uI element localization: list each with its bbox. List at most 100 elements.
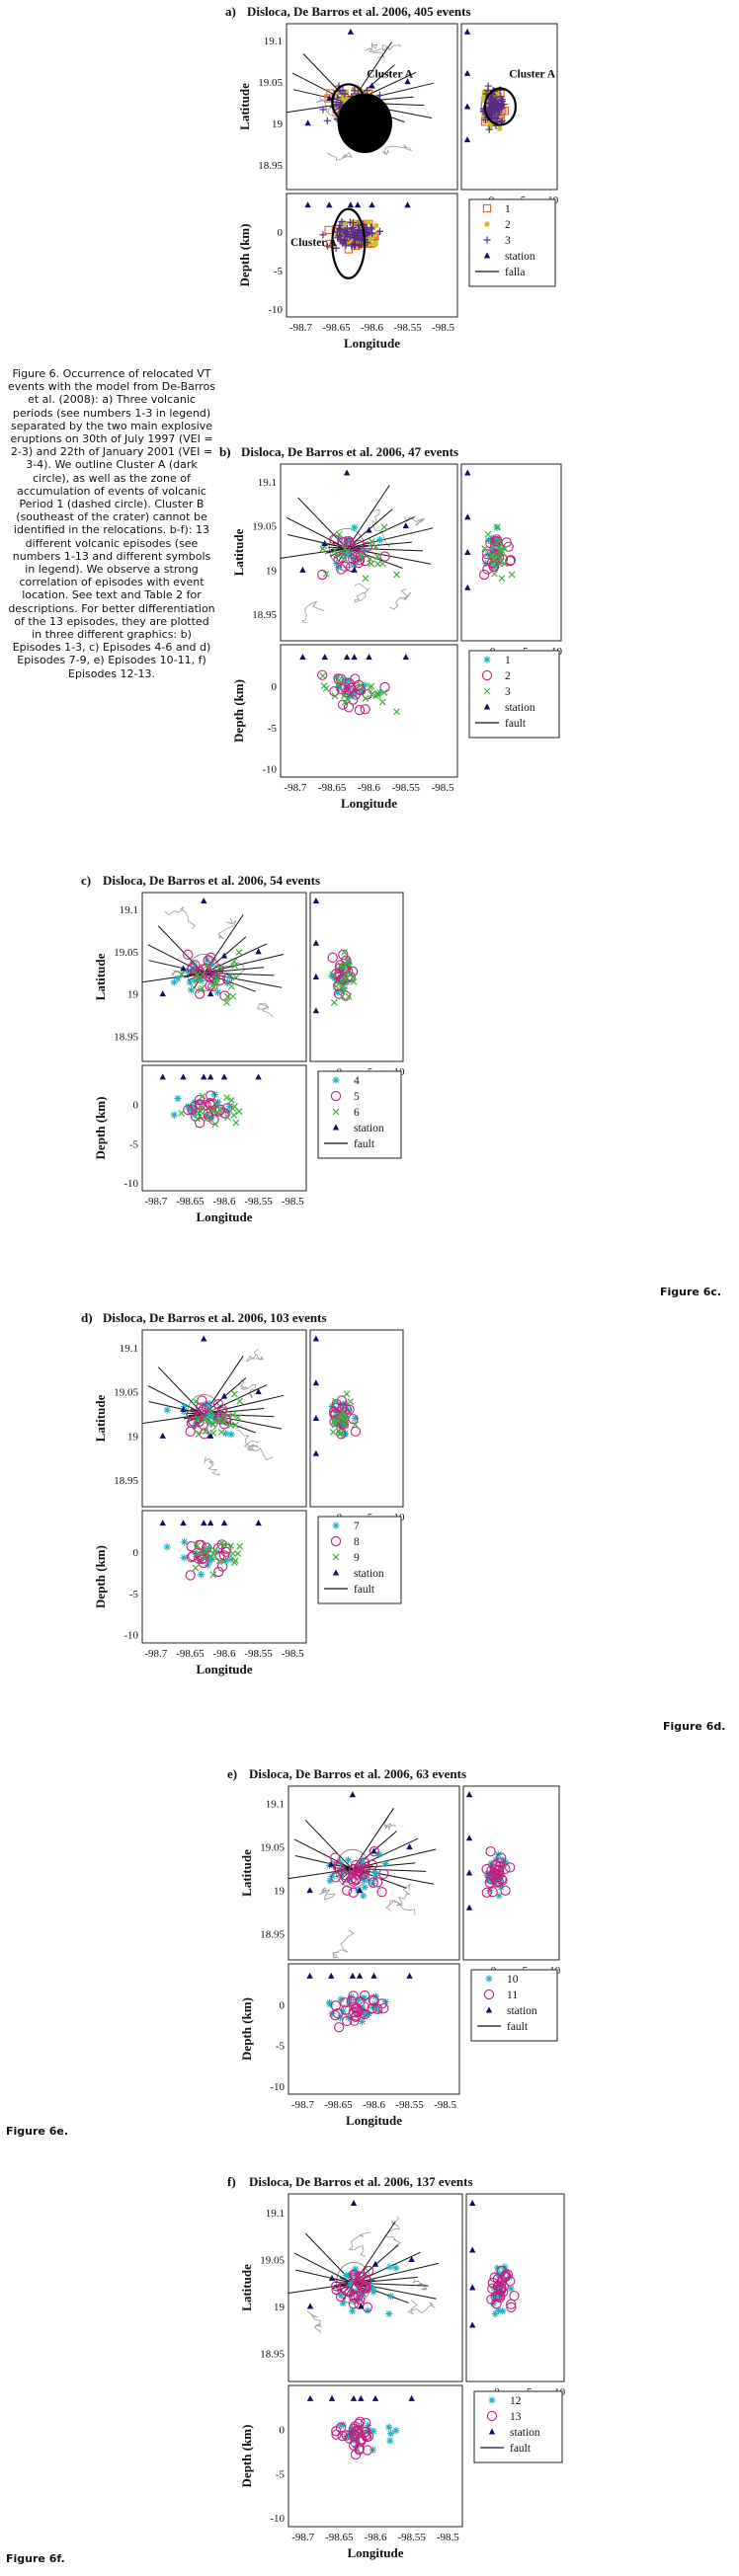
event-marker <box>225 1103 233 1111</box>
station-marker <box>402 654 409 661</box>
legend-label: 4 <box>354 1075 360 1087</box>
event-marker <box>343 224 351 232</box>
event-marker <box>329 971 337 978</box>
lat-tick-label: 19 <box>127 989 139 1001</box>
event-marker <box>210 1090 218 1099</box>
depth-tick-label: -5 <box>268 723 278 735</box>
event-marker <box>385 2423 393 2431</box>
event-marker <box>216 1539 227 1550</box>
depth-tick-label: -10 <box>123 1630 138 1642</box>
lon-tick-label: -98.6 <box>213 1648 236 1660</box>
event-marker <box>217 1561 228 1572</box>
event-marker <box>484 1872 493 1880</box>
legend-marker <box>332 1553 340 1561</box>
event-marker <box>500 1885 511 1896</box>
period-1-dashed-circle <box>337 93 392 154</box>
legend-marker <box>484 221 490 227</box>
event-marker <box>494 523 501 531</box>
event-marker <box>236 1397 244 1405</box>
event-marker <box>339 1408 347 1416</box>
panel-letter-e: e) <box>227 1766 237 1781</box>
figure-caption: Figure 6. Occurrence of relocated VT eve… <box>8 367 215 680</box>
event-marker <box>353 2444 361 2452</box>
event-marker <box>361 2011 369 2019</box>
event-marker <box>338 984 346 992</box>
figure-label-6f: Figure 6f. <box>6 2552 65 2565</box>
station-marker <box>206 1432 214 1439</box>
event-marker <box>331 1397 339 1405</box>
event-marker <box>341 237 349 245</box>
cluster-a-label: Cluster A <box>509 69 555 81</box>
event-marker <box>368 560 375 568</box>
station-marker <box>328 2275 336 2281</box>
legend-marker <box>486 2410 498 2422</box>
event-marker <box>344 2013 353 2021</box>
legend-label: fault <box>507 2021 529 2033</box>
event-marker <box>231 1557 239 1565</box>
event-marker <box>186 978 194 986</box>
event-marker <box>485 1846 496 1857</box>
legend-marker <box>483 703 491 710</box>
event-marker <box>373 222 379 229</box>
event-marker <box>340 1872 352 1883</box>
event-marker <box>338 992 346 1000</box>
event-marker <box>374 691 381 699</box>
station-marker <box>312 1335 320 1342</box>
event-marker <box>194 971 202 978</box>
depth-tick-label: -5 <box>274 266 284 277</box>
event-marker <box>174 975 182 982</box>
station-marker <box>220 952 228 959</box>
event-marker <box>207 1553 215 1561</box>
event-marker <box>392 2264 400 2272</box>
lat-depth-frame <box>460 23 558 191</box>
event-marker <box>180 1538 189 1546</box>
station-marker <box>406 1843 413 1850</box>
event-marker <box>495 1857 506 1868</box>
event-marker <box>335 530 343 538</box>
event-marker <box>349 2307 357 2315</box>
event-marker <box>363 223 370 232</box>
panel-title-d: Disloca, De Barros et al. 2006, 103 even… <box>103 1310 327 1325</box>
event-marker <box>191 976 199 984</box>
legend-marker <box>481 669 493 681</box>
event-marker <box>505 1862 516 1873</box>
event-marker <box>500 1863 511 1874</box>
event-marker <box>223 998 230 1006</box>
event-marker <box>352 1421 359 1429</box>
event-marker <box>178 971 186 978</box>
event-marker <box>337 235 345 244</box>
event-marker <box>493 2281 504 2292</box>
event-marker <box>186 1409 197 1420</box>
event-marker <box>349 219 358 227</box>
event-marker <box>362 541 373 552</box>
event-marker <box>357 241 366 249</box>
station-marker <box>371 2260 379 2267</box>
lon-tick-label: -98.55 <box>244 1196 273 1208</box>
event-marker <box>351 240 360 248</box>
legend-label: 6 <box>354 1107 360 1119</box>
event-marker <box>344 551 352 559</box>
event-marker <box>195 1109 203 1117</box>
event-marker <box>497 104 506 112</box>
station-marker <box>255 1520 262 1526</box>
event-marker <box>487 2283 498 2294</box>
station-marker <box>468 2321 476 2328</box>
series-9 <box>192 1390 359 1579</box>
lon-tick-label: -98.5 <box>432 322 454 334</box>
event-marker <box>369 2446 377 2454</box>
event-marker <box>192 1550 200 1558</box>
event-marker <box>227 1421 235 1429</box>
event-marker <box>491 2309 499 2318</box>
event-marker <box>340 1415 348 1423</box>
event-marker <box>184 1102 192 1111</box>
event-marker <box>213 964 224 975</box>
event-marker <box>335 224 343 232</box>
event-marker <box>358 686 366 694</box>
event-marker <box>227 982 235 990</box>
station-marker <box>408 2394 415 2401</box>
station-marker <box>465 1869 473 1876</box>
event-marker <box>393 571 400 579</box>
panel-letter-f: f) <box>227 2174 236 2189</box>
depth-tick-label: 0 <box>280 1999 286 2011</box>
event-marker <box>369 1880 376 1888</box>
